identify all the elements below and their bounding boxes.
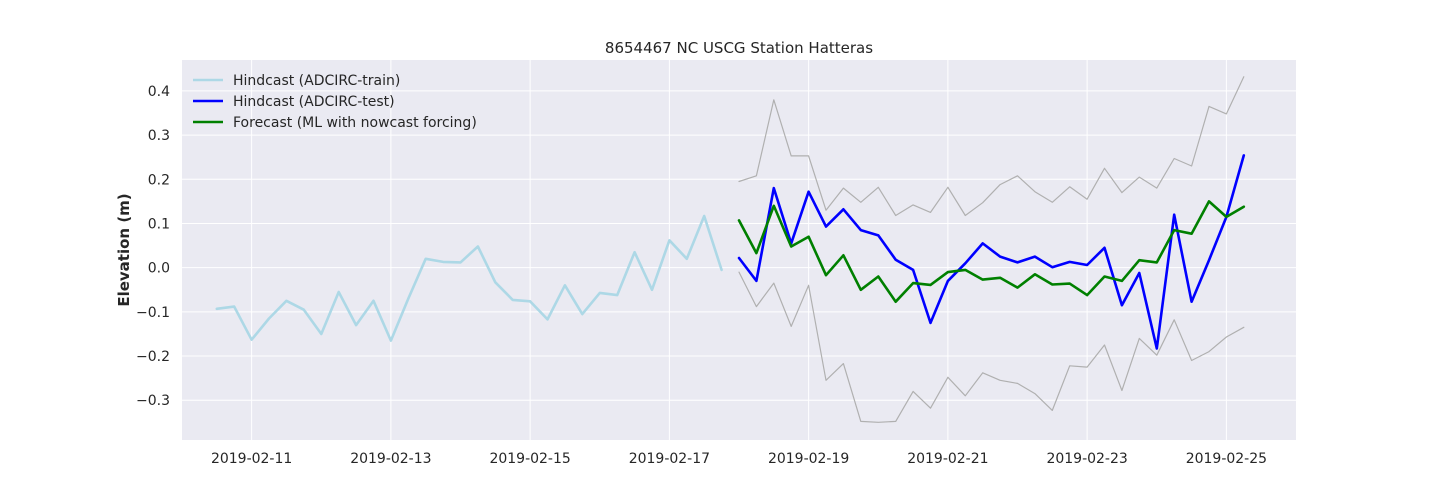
x-tick-label: 2019-02-19	[768, 451, 849, 467]
y-tick-label: 0.2	[148, 172, 170, 188]
x-tick-label: 2019-02-21	[907, 451, 988, 467]
legend-label: Hindcast (ADCIRC-test)	[233, 94, 395, 110]
chart-title: 8654467 NC USCG Station Hatteras	[605, 39, 873, 57]
y-tick-label: −0.2	[136, 349, 170, 365]
x-tick-label: 2019-02-23	[1046, 451, 1127, 467]
x-axis-ticks: 2019-02-11 2019-02-13 2019-02-15 2019-02-17…	[211, 451, 1267, 467]
uncertainty-bound-line	[738, 271, 1245, 423]
series-line-0	[215, 214, 723, 342]
x-tick-label: 2019-02-25	[1186, 451, 1267, 467]
series-line-1	[737, 154, 1246, 350]
uncertainty-bound-line	[738, 76, 1245, 217]
series-line-2	[737, 200, 1246, 304]
y-tick-label: 0.0	[148, 261, 170, 277]
legend-label: Forecast (ML with nowcast forcing)	[233, 115, 477, 131]
y-tick-label: 0.1	[148, 216, 170, 232]
series-layer	[215, 76, 1246, 423]
legend: Hindcast (ADCIRC-train) Hindcast (ADCIRC-…	[193, 73, 477, 131]
legend-label: Hindcast (ADCIRC-train)	[233, 73, 400, 89]
x-tick-label: 2019-02-17	[629, 451, 710, 467]
y-tick-label: −0.1	[136, 305, 170, 321]
x-tick-label: 2019-02-13	[350, 451, 431, 467]
y-axis-ticks: −0.3 −0.2 −0.1 0.0 0.1 0.2 0.3 0.4	[136, 84, 170, 409]
y-tick-label: −0.3	[136, 393, 170, 409]
grid-lines	[182, 60, 1296, 440]
x-tick-label: 2019-02-11	[211, 451, 292, 467]
y-tick-label: 0.3	[148, 128, 170, 144]
plot-area	[182, 60, 1296, 440]
y-tick-label: 0.4	[148, 84, 170, 100]
y-axis-label: Elevation (m)	[115, 193, 133, 306]
x-tick-label: 2019-02-15	[489, 451, 570, 467]
